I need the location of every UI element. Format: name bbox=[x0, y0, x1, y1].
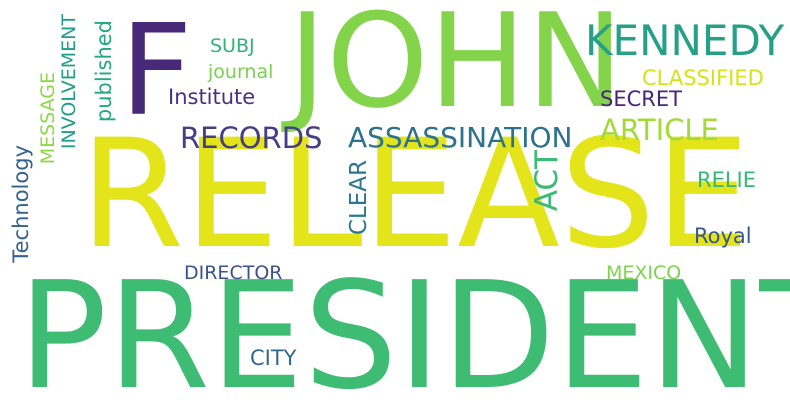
word-message: MESSAGE bbox=[37, 72, 59, 165]
word-john: JOHN bbox=[288, 0, 624, 137]
word-clear: CLEAR bbox=[346, 160, 372, 236]
word-technology: Technology bbox=[9, 145, 33, 263]
word-secret: SECRET bbox=[600, 87, 682, 111]
word-institute: Institute bbox=[168, 85, 256, 109]
word-royal: Royal bbox=[694, 224, 752, 248]
word-article: ARTICLE bbox=[600, 113, 719, 147]
word-records: RECORDS bbox=[180, 121, 323, 155]
word-published: published bbox=[92, 20, 116, 123]
word-release: RELEASE bbox=[80, 108, 750, 282]
word-act: ACT bbox=[529, 150, 565, 212]
word-f: F bbox=[120, 0, 193, 144]
word-director: DIRECTOR bbox=[184, 262, 283, 284]
word-subj: SUBJ bbox=[210, 35, 255, 57]
word-kennedy: KENNEDY bbox=[585, 16, 785, 65]
word-journal: journal bbox=[208, 61, 274, 83]
word-president: PRESIDENT bbox=[18, 250, 790, 405]
word-relie: RELIE bbox=[697, 168, 757, 192]
word-classified: CLASSIFIED bbox=[642, 66, 764, 90]
word-involvement: INVOLVEMENT bbox=[58, 14, 80, 150]
word-assassination: ASSASSINATION bbox=[348, 121, 573, 154]
word-mexico: MEXICO bbox=[606, 262, 682, 284]
word-city: CITY bbox=[250, 346, 297, 370]
